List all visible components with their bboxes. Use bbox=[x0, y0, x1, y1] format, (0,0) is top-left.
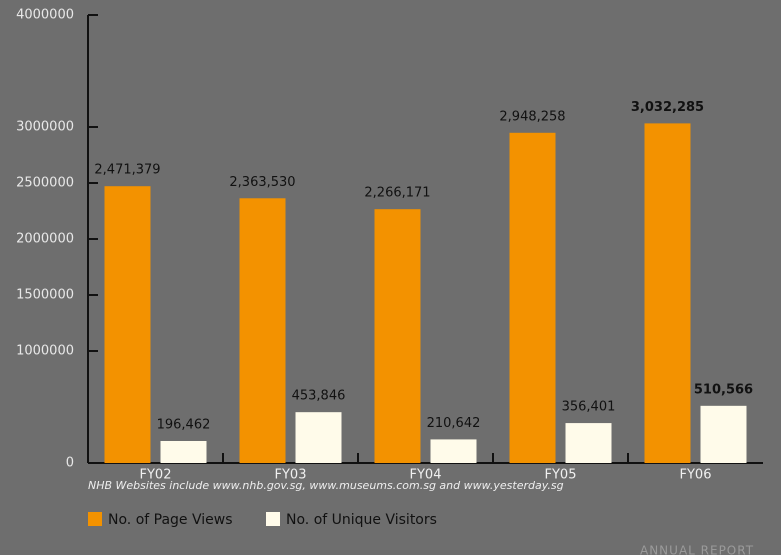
bar bbox=[295, 412, 342, 463]
y-tick-label: 2000000 bbox=[16, 232, 74, 247]
bar bbox=[160, 440, 207, 463]
value-label: 2,471,379 bbox=[94, 163, 160, 178]
legend-label: No. of Unique Visitors bbox=[286, 512, 437, 528]
value-label: 453,846 bbox=[292, 389, 346, 404]
x-tick-label: FY05 bbox=[545, 468, 577, 483]
y-tick-label: 4000000 bbox=[16, 8, 74, 23]
bar bbox=[239, 198, 286, 463]
y-tick-label: 2500000 bbox=[16, 176, 74, 191]
legend-swatch bbox=[266, 512, 280, 526]
x-tick-label: FY03 bbox=[275, 468, 307, 483]
value-label: 2,266,171 bbox=[364, 186, 430, 201]
bar bbox=[644, 123, 691, 463]
legend-label: No. of Page Views bbox=[108, 512, 233, 528]
value-label: 210,642 bbox=[427, 416, 481, 431]
y-tick-label: 1000000 bbox=[16, 344, 74, 359]
y-tick-label: 1500000 bbox=[16, 288, 74, 303]
value-label: 2,363,530 bbox=[229, 175, 295, 190]
x-tick-label: FY02 bbox=[140, 468, 172, 483]
value-label: 510,566 bbox=[694, 382, 753, 397]
legend-swatch bbox=[88, 512, 102, 526]
x-tick-label: FY06 bbox=[680, 468, 712, 483]
bar bbox=[430, 439, 477, 463]
watermark: ANNUAL REPORT bbox=[640, 544, 754, 555]
value-label: 196,462 bbox=[157, 417, 211, 432]
y-tick-label: 0 bbox=[66, 456, 74, 471]
bar bbox=[565, 423, 612, 463]
note: NHB Websites include www.nhb.gov.sg, www… bbox=[88, 479, 564, 492]
value-label: 2,948,258 bbox=[499, 109, 565, 124]
y-tick-label: 3000000 bbox=[16, 120, 74, 135]
bar bbox=[374, 209, 421, 463]
value-label: 3,032,285 bbox=[631, 100, 704, 115]
bar bbox=[509, 132, 556, 463]
bar bbox=[104, 186, 151, 463]
value-label: 356,401 bbox=[562, 400, 616, 415]
bar bbox=[700, 405, 747, 463]
x-tick-label: FY04 bbox=[410, 468, 442, 483]
